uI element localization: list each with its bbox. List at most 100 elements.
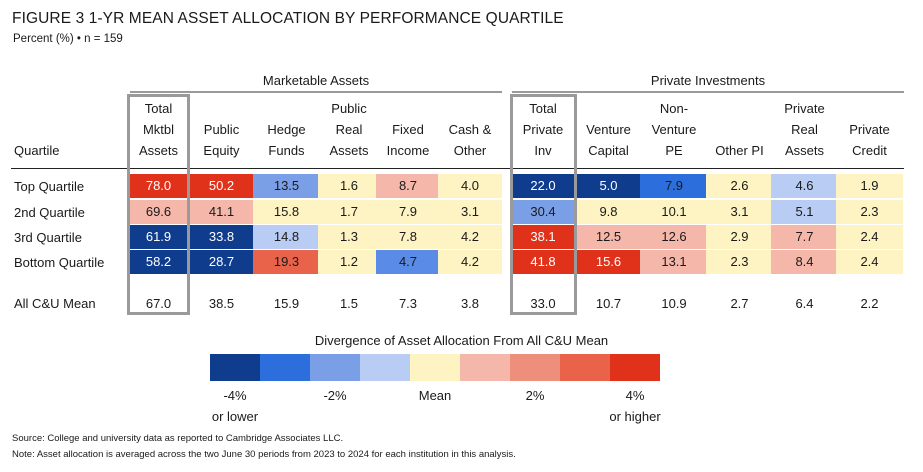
table-cell: 61.9 xyxy=(128,225,189,249)
table-cell: 1.2 xyxy=(318,250,380,274)
group-header-marketable: Marketable Assets xyxy=(262,73,370,88)
mean-cell: 33.0 xyxy=(530,296,556,311)
group-rule-marketable xyxy=(130,91,502,93)
column-header-line: Mktbl xyxy=(142,122,175,137)
column-header-line: Hedge xyxy=(267,122,306,137)
table-cell: 7.7 xyxy=(771,225,838,249)
table-cell: 8.4 xyxy=(771,250,838,274)
column-header-line: Other xyxy=(453,143,487,158)
column-header-line: Real xyxy=(791,122,818,137)
column-header-line: Inv xyxy=(534,143,552,158)
table-cell: 38.1 xyxy=(510,225,576,249)
column-header-line: Assets xyxy=(784,143,824,158)
figure-title: FIGURE 3 1-YR MEAN ASSET ALLOCATION BY P… xyxy=(12,10,564,27)
table-cell: 69.6 xyxy=(128,200,189,224)
column-header-line: Private xyxy=(784,101,825,116)
table-cell: 3.1 xyxy=(706,200,773,224)
legend-swatch xyxy=(360,354,410,381)
table-cell: 78.0 xyxy=(128,174,189,198)
quartile-column-header: Quartile xyxy=(14,143,60,158)
row-label: Bottom Quartile xyxy=(14,255,105,270)
table-cell: 3.1 xyxy=(438,200,502,224)
column-header-line: Funds xyxy=(268,143,305,158)
group-header-private: Private Investments xyxy=(650,73,766,88)
legend-label: 2% xyxy=(525,388,545,403)
mean-cell: 2.7 xyxy=(730,296,749,311)
column-header-line: Capital xyxy=(588,143,629,158)
table-cell: 4.2 xyxy=(438,225,502,249)
legend-swatch xyxy=(460,354,510,381)
column-header-line: Assets xyxy=(138,143,178,158)
mean-cell: 10.7 xyxy=(595,296,622,311)
column-header-line: Equity xyxy=(203,143,240,158)
table-cell: 41.1 xyxy=(188,200,255,224)
table-cell: 2.4 xyxy=(836,250,903,274)
table-cell: 10.1 xyxy=(640,200,708,224)
table-cell: 4.2 xyxy=(438,250,502,274)
mean-cell: 7.3 xyxy=(398,296,418,311)
table-cell: 4.6 xyxy=(771,174,838,198)
figure-subtitle: Percent (%) • n = 159 xyxy=(13,33,123,45)
mean-cell: 2.2 xyxy=(860,296,879,311)
total-private-frame xyxy=(510,94,577,315)
mean-cell: 38.5 xyxy=(208,296,235,311)
column-header-line: Venture xyxy=(586,122,631,137)
table-cell: 7.8 xyxy=(376,225,440,249)
legend-swatch xyxy=(610,354,660,381)
table-cell: 4.0 xyxy=(438,174,502,198)
table-cell: 28.7 xyxy=(188,250,255,274)
row-label: 2nd Quartile xyxy=(14,205,85,220)
table-cell: 9.8 xyxy=(575,200,642,224)
legend-swatch xyxy=(260,354,310,381)
table-cell: 15.8 xyxy=(253,200,320,224)
legend-swatch xyxy=(310,354,360,381)
mean-cell: 15.9 xyxy=(273,296,300,311)
legend-label: -4% xyxy=(223,388,247,403)
column-header-line: Venture xyxy=(651,122,697,137)
column-header-line: Assets xyxy=(329,143,369,158)
mean-cell: 67.0 xyxy=(145,296,172,311)
legend-label: -2% xyxy=(323,388,347,403)
table-cell: 2.3 xyxy=(706,250,773,274)
column-header-line: Non- xyxy=(659,101,689,116)
total-marketable-frame xyxy=(127,94,190,315)
table-cell: 33.8 xyxy=(188,225,255,249)
legend-label: Mean xyxy=(418,388,452,403)
mean-cell: 10.9 xyxy=(661,296,687,311)
column-header-line: Fixed xyxy=(392,122,424,137)
legend-swatch xyxy=(510,354,560,381)
table-cell: 2.9 xyxy=(706,225,773,249)
header-separator xyxy=(11,168,904,169)
mean-cell: 6.4 xyxy=(795,296,814,311)
legend-sublabel: or lower xyxy=(211,409,259,424)
table-cell: 30.4 xyxy=(510,200,576,224)
mean-cell: 1.5 xyxy=(339,296,359,311)
footnote-note: Note: Asset allocation is averaged acros… xyxy=(12,449,516,460)
legend-swatch xyxy=(410,354,460,381)
legend-sublabel: or higher xyxy=(609,409,661,424)
row-label: All C&U Mean xyxy=(14,296,96,311)
legend-label: 4% xyxy=(625,388,645,403)
table-cell: 1.3 xyxy=(318,225,380,249)
table-cell: 19.3 xyxy=(253,250,320,274)
column-header-line: Cash & xyxy=(448,122,492,137)
column-header-line: Real xyxy=(335,122,363,137)
table-cell: 22.0 xyxy=(510,174,576,198)
mean-cell: 3.8 xyxy=(460,296,480,311)
table-cell: 41.8 xyxy=(510,250,576,274)
column-header-line: Total xyxy=(529,101,557,116)
table-cell: 1.7 xyxy=(318,200,380,224)
footnote-source: Source: College and university data as r… xyxy=(12,433,344,444)
table-cell: 50.2 xyxy=(188,174,255,198)
column-header-line: PE xyxy=(665,143,683,158)
table-cell: 12.5 xyxy=(575,225,642,249)
row-label: 3rd Quartile xyxy=(14,230,82,245)
table-cell: 15.6 xyxy=(575,250,642,274)
table-cell: 13.5 xyxy=(253,174,320,198)
table-cell: 4.7 xyxy=(376,250,440,274)
table-cell: 1.6 xyxy=(318,174,380,198)
table-cell: 2.4 xyxy=(836,225,903,249)
table-cell: 58.2 xyxy=(128,250,189,274)
table-cell: 14.8 xyxy=(253,225,320,249)
legend-title: Divergence of Asset Allocation From All … xyxy=(314,333,609,348)
